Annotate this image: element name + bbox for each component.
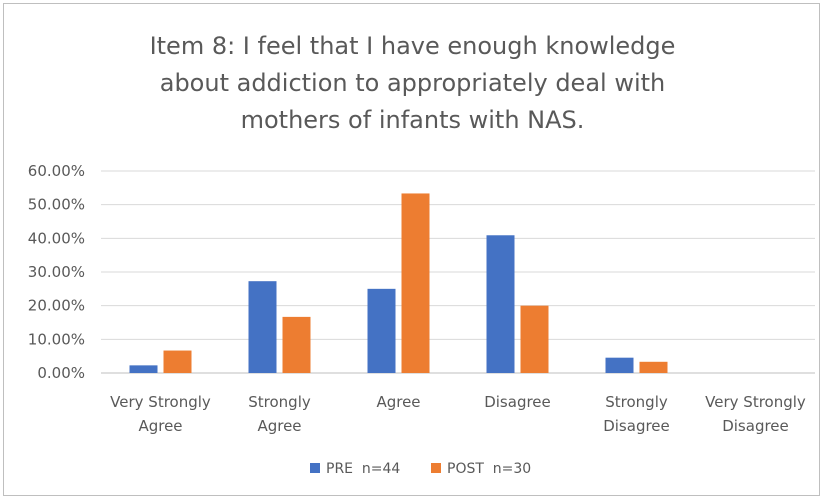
y-tick-label: 50.00% — [28, 196, 85, 214]
x-category-label: Agree — [138, 417, 182, 435]
x-category-label: Disagree — [484, 393, 551, 411]
chart-title: Item 8: I feel that I have enough knowle… — [0, 28, 825, 139]
legend-swatch-pre — [310, 463, 320, 473]
x-category-label: Strongly — [605, 393, 668, 411]
legend-swatch-post — [431, 463, 441, 473]
legend-label: POST n=30 — [447, 461, 531, 477]
x-category-label: Disagree — [722, 417, 789, 435]
chart-title-line: about addiction to appropriately deal wi… — [159, 69, 666, 97]
y-tick-label: 0.00% — [37, 364, 85, 382]
y-tick-label: 30.00% — [28, 263, 85, 281]
chart-title-line: Item 8: I feel that I have enough knowle… — [149, 32, 676, 60]
x-category-label: Agree — [257, 417, 301, 435]
bar-post — [163, 350, 192, 373]
bar-post — [520, 305, 549, 373]
bar-pre — [248, 281, 277, 373]
x-category-label: Disagree — [603, 417, 670, 435]
bar-pre — [605, 357, 634, 373]
x-category-label: Very Strongly — [110, 393, 211, 411]
y-tick-label: 40.00% — [28, 229, 85, 247]
x-category-label: Very Strongly — [705, 393, 806, 411]
bar-pre — [129, 365, 158, 373]
y-tick-label: 20.00% — [28, 297, 85, 315]
y-tick-label: 60.00% — [28, 162, 85, 180]
bar-pre — [486, 235, 515, 373]
chart-title-line: mothers of infants with NAS. — [240, 106, 585, 134]
bar-post — [401, 193, 430, 373]
x-category-label: Agree — [376, 393, 420, 411]
legend-label: PRE n=44 — [326, 461, 400, 477]
bar-post — [282, 316, 311, 373]
y-tick-label: 10.00% — [28, 330, 85, 348]
bar-post — [639, 361, 668, 373]
x-category-label: Strongly — [248, 393, 311, 411]
bar-pre — [367, 288, 396, 373]
